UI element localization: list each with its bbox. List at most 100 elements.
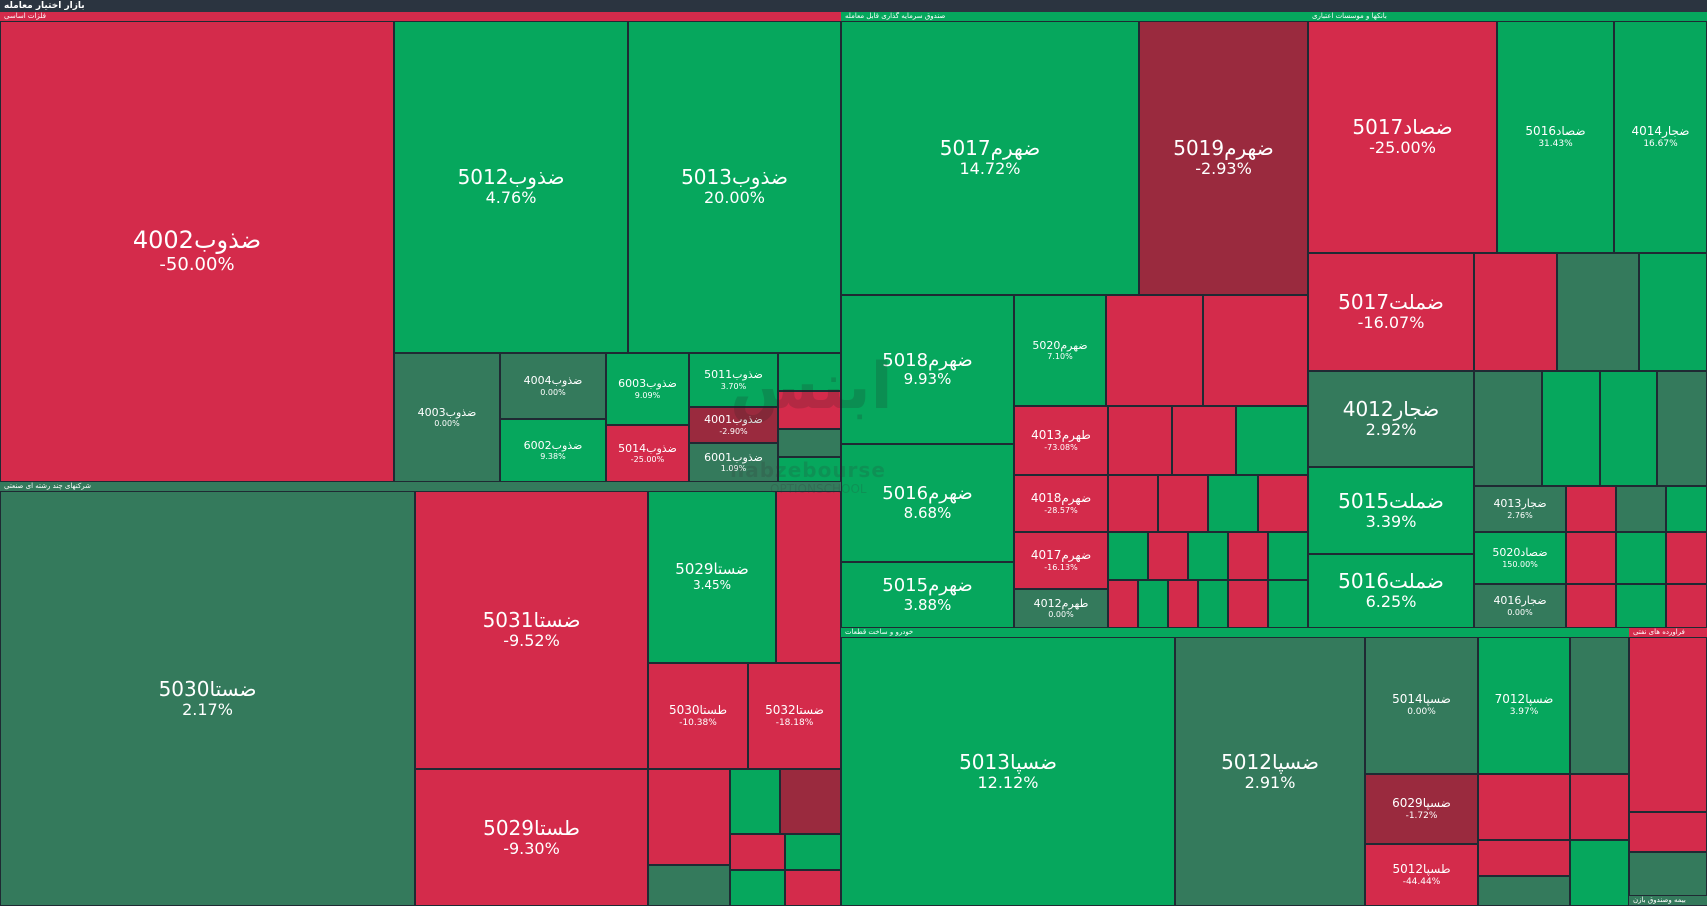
tile-ضهرم5015[interactable]: ضهرم5015 3.88% — [841, 562, 1014, 628]
tile-ضجار4013[interactable]: ضجار4013 2.76% — [1474, 486, 1566, 532]
tile-small[interactable] — [1478, 774, 1570, 840]
tile-طستا5030[interactable]: طستا5030 -10.38% — [648, 663, 748, 769]
tile-small[interactable] — [1639, 253, 1707, 371]
tile-ضذوب6002[interactable]: ضذوب6002 9.38% — [500, 419, 606, 482]
tile-small[interactable] — [1236, 406, 1308, 475]
tile-ضصاد5020[interactable]: ضصاد5020 150.00% — [1474, 532, 1566, 584]
tile-small[interactable] — [1478, 876, 1570, 906]
tile-small[interactable] — [785, 870, 841, 906]
tile-small[interactable] — [778, 353, 841, 391]
tile-ضملت5017[interactable]: ضملت5017 -16.07% — [1308, 253, 1474, 371]
tile-small[interactable] — [1570, 774, 1629, 840]
tile-small[interactable] — [1268, 532, 1308, 580]
tile-ضهرم4017[interactable]: ضهرم4017 -16.13% — [1014, 532, 1108, 589]
tile-small[interactable] — [1258, 475, 1308, 532]
tile-small[interactable] — [1570, 637, 1629, 774]
tile-small[interactable] — [1478, 840, 1570, 876]
sector-header[interactable]: فلزات اساسی — [0, 12, 841, 21]
sector-header[interactable]: خودرو و ساخت قطعات — [841, 628, 1629, 637]
tile-small[interactable] — [785, 834, 841, 870]
tile-small[interactable] — [776, 491, 841, 663]
tile-small[interactable] — [1198, 580, 1228, 628]
tile-small[interactable] — [1542, 371, 1600, 486]
tile-ضذوب5013[interactable]: ضذوب5013 20.00% — [628, 21, 841, 353]
tile-small[interactable] — [1566, 486, 1616, 532]
tile-small[interactable] — [1570, 840, 1629, 906]
tile-small[interactable] — [1108, 580, 1138, 628]
tile-small[interactable] — [1158, 475, 1208, 532]
tile-small[interactable] — [1268, 580, 1308, 628]
tile-small[interactable] — [778, 457, 841, 482]
tile-ضسپا7012[interactable]: ضسپا7012 3.97% — [1478, 637, 1570, 774]
tile-ضهرم5020[interactable]: ضهرم5020 7.10% — [1014, 295, 1106, 406]
tile-small[interactable] — [1566, 532, 1616, 584]
tile-small[interactable] — [730, 870, 785, 906]
tile-small[interactable] — [1228, 532, 1268, 580]
tile-ضصاد5016[interactable]: ضصاد5016 31.43% — [1497, 21, 1614, 253]
sector-header[interactable]: صندوق سرمایه گذاری قابل معامله — [841, 12, 1308, 21]
tile-small[interactable] — [1168, 580, 1198, 628]
tile-small[interactable] — [1566, 584, 1616, 628]
tile-ضجار4016[interactable]: ضجار4016 0.00% — [1474, 584, 1566, 628]
tile-طهرم4013[interactable]: طهرم4013 -73.08% — [1014, 406, 1108, 475]
tile-small[interactable] — [1629, 812, 1707, 852]
tile-small[interactable] — [1666, 584, 1707, 628]
tile-طستا5029[interactable]: طستا5029 -9.30% — [415, 769, 648, 906]
tile-small[interactable] — [1657, 371, 1707, 486]
tile-ضذوب4003[interactable]: ضذوب4003 0.00% — [394, 353, 500, 482]
sector-header[interactable]: شرکتهای چند رشته ای صنعتی — [0, 482, 841, 491]
tile-small[interactable] — [648, 865, 730, 906]
tile-ضسپا5014[interactable]: ضسپا5014 0.00% — [1365, 637, 1478, 774]
tile-small[interactable] — [1108, 406, 1172, 475]
tile-small[interactable] — [780, 769, 841, 834]
tile-ضهرم5018[interactable]: ضهرم5018 9.93% — [841, 295, 1014, 444]
tile-ضذوب6003[interactable]: ضذوب6003 9.09% — [606, 353, 689, 425]
tile-ضملت5016[interactable]: ضملت5016 6.25% — [1308, 554, 1474, 628]
tile-small[interactable] — [1474, 371, 1542, 486]
tile-small[interactable] — [1600, 371, 1657, 486]
tile-small[interactable] — [1629, 852, 1707, 896]
tile-small[interactable] — [1557, 253, 1639, 371]
tile-small[interactable] — [1203, 295, 1308, 406]
tile-small[interactable] — [730, 769, 780, 834]
sector-header[interactable]: فراورده های نفتی — [1629, 628, 1707, 637]
tile-ضذوب5012[interactable]: ضذوب5012 4.76% — [394, 21, 628, 353]
tile-ضستا5030[interactable]: ضستا5030 2.17% — [0, 491, 415, 906]
tile-ضهرم5019[interactable]: ضهرم5019 -2.93% — [1139, 21, 1308, 295]
tile-ضسپا6029[interactable]: ضسپا6029 -1.72% — [1365, 774, 1478, 844]
tile-ضهرم5016[interactable]: ضهرم5016 8.68% — [841, 444, 1014, 562]
tile-small[interactable] — [1666, 486, 1707, 532]
tile-ضهرم5017[interactable]: ضهرم5017 14.72% — [841, 21, 1139, 295]
tile-ضهرم4018[interactable]: ضهرم4018 -28.57% — [1014, 475, 1108, 532]
tile-small[interactable] — [1616, 532, 1666, 584]
tile-small[interactable] — [778, 391, 841, 429]
sector-header[interactable]: بیمه وصندوق بازن — [1629, 896, 1707, 905]
tile-ضستا5031[interactable]: ضستا5031 -9.52% — [415, 491, 648, 769]
tile-ضسپا5012[interactable]: ضسپا5012 2.91% — [1175, 637, 1365, 906]
tile-small[interactable] — [1474, 253, 1557, 371]
tile-ضذوب4004[interactable]: ضذوب4004 0.00% — [500, 353, 606, 419]
tile-small[interactable] — [1208, 475, 1258, 532]
tile-ضذوب4002[interactable]: ضذوب4002 -50.00% — [0, 21, 394, 482]
tile-small[interactable] — [1106, 295, 1203, 406]
tile-ضسپا5013[interactable]: ضسپا5013 12.12% — [841, 637, 1175, 906]
tile-طهرم4012[interactable]: طهرم4012 0.00% — [1014, 589, 1108, 628]
tile-small[interactable] — [1172, 406, 1236, 475]
tile-ضجار4012[interactable]: ضجار4012 2.92% — [1308, 371, 1474, 467]
tile-ضستا5029[interactable]: ضستا5029 3.45% — [648, 491, 776, 663]
sector-header[interactable]: بانکها و موسسات اعتباری — [1308, 12, 1707, 21]
tile-small[interactable] — [730, 834, 785, 870]
tile-small[interactable] — [1228, 580, 1268, 628]
tile-طسپا5012[interactable]: طسپا5012 -44.44% — [1365, 844, 1478, 906]
tile-small[interactable] — [648, 769, 730, 865]
tile-ضذوب4001[interactable]: ضذوب4001 -2.90% — [689, 407, 778, 443]
tile-ضجار4014[interactable]: ضجار4014 16.67% — [1614, 21, 1707, 253]
tile-ضستا5032[interactable]: ضستا5032 -18.18% — [748, 663, 841, 769]
tile-small[interactable] — [1148, 532, 1188, 580]
tile-small[interactable] — [778, 429, 841, 457]
tile-ضذوب5011[interactable]: ضذوب5011 3.70% — [689, 353, 778, 407]
tile-small[interactable] — [1108, 532, 1148, 580]
tile-small[interactable] — [1616, 486, 1666, 532]
tile-small[interactable] — [1188, 532, 1228, 580]
tile-small[interactable] — [1616, 584, 1666, 628]
